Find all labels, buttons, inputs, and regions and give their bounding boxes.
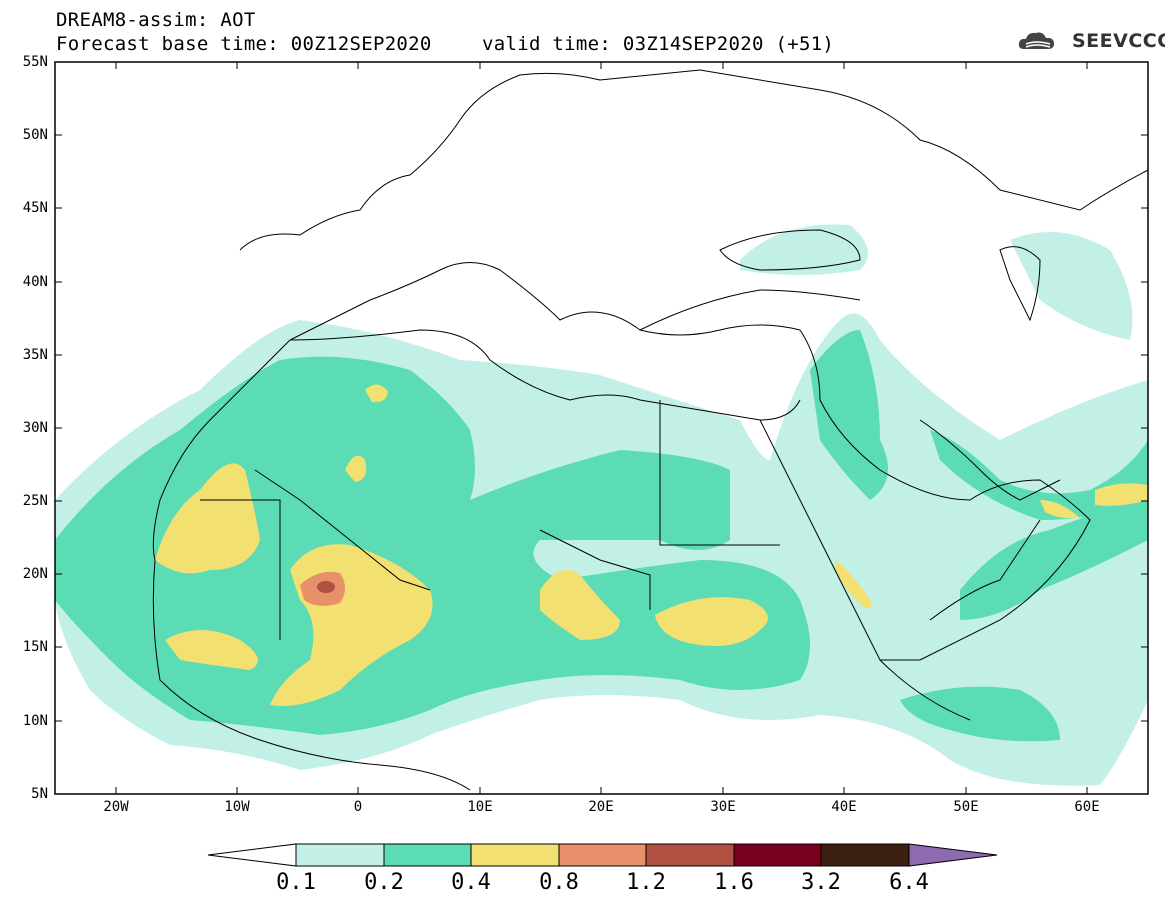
aot-contour-0-4-sudan bbox=[655, 597, 768, 646]
aot-contour-0-4-oman bbox=[1040, 500, 1080, 519]
coastline-arabia bbox=[799, 329, 1091, 661]
border-turkey bbox=[639, 289, 861, 331]
lat-label-15n: 15N bbox=[22, 639, 48, 655]
coastline-north-africa bbox=[289, 329, 801, 421]
aot-contour-0-1-caspian bbox=[1010, 232, 1133, 340]
coastlines bbox=[152, 69, 1148, 791]
logo-text: SEEVCCC bbox=[1072, 30, 1165, 52]
aot-contour-0-4-west bbox=[155, 463, 260, 574]
aot-contour-0-1-north bbox=[740, 224, 868, 275]
lat-label-10n: 10N bbox=[22, 713, 48, 729]
colorbar-bin-0-1 bbox=[295, 843, 385, 867]
colorbar-label-0-4: 0.4 bbox=[451, 870, 491, 895]
aot-contour-1-2 bbox=[317, 581, 335, 593]
border-sahara-2 bbox=[200, 499, 281, 640]
colorbar-under-arrow bbox=[207, 843, 297, 867]
colorbar-label-0-8: 0.8 bbox=[539, 870, 579, 895]
aot-contour-0-2-gulf bbox=[930, 430, 1148, 520]
aot-contour-0-2-horn bbox=[900, 686, 1060, 742]
lon-label-60e: 60E bbox=[1074, 799, 1100, 815]
aot-contour-0-4-algeria bbox=[345, 455, 367, 482]
aot-contour-0-4-north bbox=[365, 384, 388, 403]
forecast-base-time: Forecast base time: 00Z12SEP2020 bbox=[56, 33, 432, 55]
lat-label-25n: 25N bbox=[22, 493, 48, 509]
colorbar-bin-1-2 bbox=[645, 843, 735, 867]
aot-contour-0-4-pakistan bbox=[1095, 483, 1148, 506]
lon-label-10e: 10E bbox=[467, 799, 493, 815]
cloud-logo-icon bbox=[1018, 32, 1054, 49]
lat-label-5n: 5N bbox=[31, 786, 48, 802]
colorbar-label-1-2: 1.2 bbox=[626, 870, 666, 895]
lon-label-50e: 50E bbox=[953, 799, 979, 815]
colorbar-bin-0-4 bbox=[470, 843, 560, 867]
lat-label-35n: 35N bbox=[22, 347, 48, 363]
border-libya-egypt bbox=[659, 400, 780, 546]
colorbar-label-0-2: 0.2 bbox=[364, 870, 404, 895]
aot-contour-0-4-senegal bbox=[165, 630, 258, 670]
colorbar-over-arrow bbox=[908, 843, 998, 867]
valid-time: valid time: 03Z14SEP2020 (+51) bbox=[482, 33, 835, 55]
lon-label-40e: 40E bbox=[831, 799, 857, 815]
aot-contour-0-2-arabia bbox=[960, 500, 1148, 620]
aot-contour-0-4-chad bbox=[540, 570, 620, 640]
coastline-red-sea bbox=[759, 419, 971, 721]
coastline-med-north bbox=[289, 262, 801, 341]
aot-contour-0-2-red-sea bbox=[810, 330, 888, 500]
colorbar bbox=[207, 843, 998, 867]
coastline-europe bbox=[239, 69, 1148, 251]
colorbar-bin-0-2 bbox=[383, 843, 472, 867]
coastline-persian-gulf bbox=[919, 419, 1061, 501]
border-chad bbox=[539, 529, 651, 610]
colorbar-bin-3-2 bbox=[820, 843, 910, 867]
map-title: DREAM8-assim: AOT bbox=[56, 9, 256, 31]
lat-label-20n: 20N bbox=[22, 566, 48, 582]
colorbar-label-1-6: 1.6 bbox=[714, 870, 754, 895]
coastline-caspian bbox=[999, 246, 1041, 322]
border-arabia bbox=[929, 519, 1041, 621]
colorbar-bin-1-6 bbox=[733, 843, 822, 867]
lon-label-10w: 10W bbox=[224, 799, 250, 815]
aot-contour-0-2 bbox=[55, 356, 810, 735]
coastline-west-africa bbox=[152, 339, 471, 791]
aot-contour-0-4-red-sea bbox=[835, 560, 872, 608]
lat-label-55n: 55N bbox=[22, 54, 48, 70]
border-sahara-1 bbox=[254, 469, 431, 591]
lat-label-50n: 50N bbox=[22, 127, 48, 143]
lat-label-40n: 40N bbox=[22, 274, 48, 290]
coastline-black-sea bbox=[719, 229, 861, 271]
tick-marks bbox=[55, 61, 1148, 794]
lat-label-45n: 45N bbox=[22, 200, 48, 216]
aot-field bbox=[55, 224, 1148, 786]
lon-label-0: 0 bbox=[353, 799, 363, 815]
lon-label-30e: 30E bbox=[710, 799, 736, 815]
colorbar-bin-0-8 bbox=[558, 843, 647, 867]
colorbar-label-3-2: 3.2 bbox=[801, 870, 841, 895]
lat-label-30n: 30N bbox=[22, 420, 48, 436]
colorbar-label-0-1: 0.1 bbox=[276, 870, 316, 895]
lon-label-20w: 20W bbox=[103, 799, 129, 815]
lon-label-20e: 20E bbox=[588, 799, 614, 815]
colorbar-label-6-4: 6.4 bbox=[889, 870, 929, 895]
